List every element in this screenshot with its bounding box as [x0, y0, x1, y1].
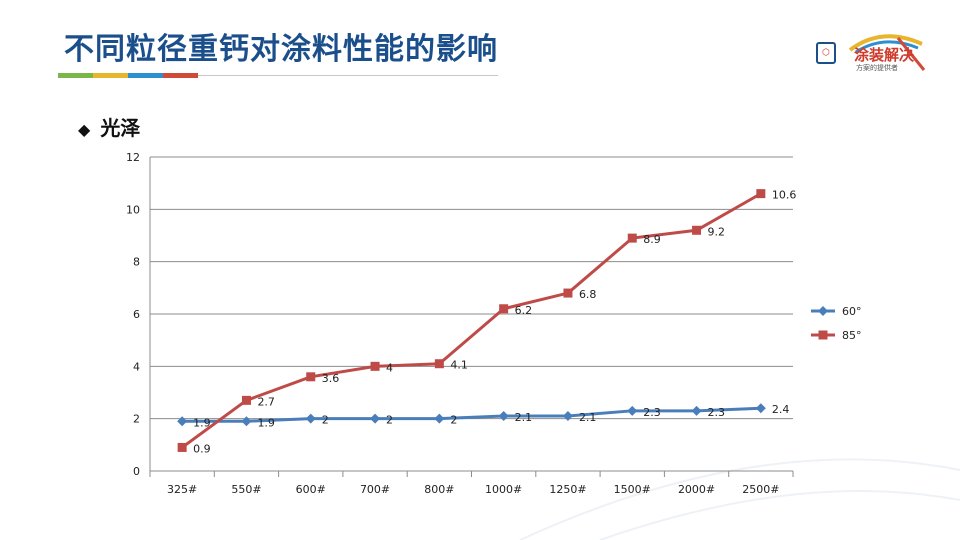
- data-label: 9.2: [708, 225, 726, 238]
- data-label: 6.8: [579, 288, 597, 301]
- logo-subtext: 方案的提供者: [856, 64, 898, 72]
- data-label: 8.9: [643, 233, 661, 246]
- title-underline: [58, 73, 498, 78]
- logo-arc-icon: [848, 34, 926, 71]
- data-point: [755, 403, 766, 414]
- x-tick-label: 1500#: [614, 483, 651, 496]
- data-label: 2: [322, 414, 329, 427]
- data-point: [306, 372, 316, 382]
- data-point: [562, 411, 573, 422]
- x-tick-label: 600#: [296, 483, 326, 496]
- data-point: [499, 304, 509, 314]
- data-point: [434, 359, 444, 369]
- data-label: 2.1: [515, 411, 533, 424]
- x-tick-label: 2500#: [742, 483, 779, 496]
- y-tick-label: 0: [133, 465, 140, 478]
- y-tick-label: 2: [133, 413, 140, 426]
- slide-title: 不同粒径重钙对涂料性能的影响: [64, 32, 498, 67]
- logo-text: 涂装解决: [854, 46, 915, 64]
- y-tick-label: 6: [133, 308, 140, 321]
- data-point: [627, 405, 638, 416]
- x-tick-label: 1000#: [485, 483, 522, 496]
- x-tick-label: 800#: [424, 483, 454, 496]
- x-tick-label: 325#: [167, 483, 197, 496]
- accent-red: [163, 73, 198, 78]
- data-point: [434, 413, 445, 424]
- data-point: [241, 416, 252, 427]
- x-tick-label: 2000#: [678, 483, 715, 496]
- accent-green: [58, 73, 93, 78]
- x-tick-label: 550#: [231, 483, 261, 496]
- data-label: 2.7: [257, 395, 275, 408]
- data-point: [370, 361, 380, 371]
- y-tick-label: 10: [126, 203, 140, 216]
- diamond-bullet-icon: ◆: [78, 120, 91, 139]
- data-point: [627, 233, 637, 243]
- x-tick-label: 1250#: [549, 483, 586, 496]
- data-label: 4: [386, 361, 393, 374]
- data-point: [370, 413, 381, 424]
- data-point: [241, 395, 251, 405]
- logo-badge-icon: ⬡: [816, 42, 836, 64]
- data-label: 2.4: [772, 403, 790, 416]
- data-label: 6.2: [515, 304, 533, 317]
- data-point: [756, 189, 766, 199]
- data-label: 10.6: [772, 189, 797, 202]
- data-label: 2: [450, 414, 457, 427]
- title-rule-line: [198, 75, 498, 76]
- series-line: [181, 192, 762, 449]
- data-point: [818, 330, 828, 340]
- data-point: [498, 411, 509, 422]
- company-logo: ⬡ 涂装解决 方案的提供者: [812, 30, 930, 76]
- accent-blue: [128, 73, 163, 78]
- data-point: [691, 405, 702, 416]
- data-point: [563, 288, 573, 298]
- section-heading: ◆ 光泽: [78, 112, 140, 141]
- data-point: [692, 225, 702, 235]
- data-point: [177, 416, 188, 427]
- data-label: 1.9: [193, 416, 211, 429]
- data-label: 2.1: [579, 411, 597, 424]
- section-heading-text: 光泽: [100, 116, 141, 140]
- legend-label: 85°: [842, 329, 862, 342]
- y-tick-label: 12: [126, 151, 140, 164]
- accent-yellow: [93, 73, 128, 78]
- data-label: 3.6: [322, 372, 340, 385]
- data-label: 2: [386, 414, 393, 427]
- x-tick-label: 700#: [360, 483, 390, 496]
- data-label: 1.9: [257, 416, 275, 429]
- data-label: 0.9: [193, 442, 211, 455]
- data-label: 2.3: [643, 406, 661, 419]
- data-label: 2.3: [708, 406, 726, 419]
- data-point: [818, 306, 828, 316]
- series-line: [182, 406, 761, 423]
- data-point: [177, 442, 187, 452]
- y-tick-label: 4: [133, 360, 140, 373]
- y-tick-label: 8: [133, 256, 140, 269]
- data-label: 4.1: [450, 359, 468, 372]
- legend-label: 60°: [842, 305, 862, 318]
- data-point: [305, 413, 316, 424]
